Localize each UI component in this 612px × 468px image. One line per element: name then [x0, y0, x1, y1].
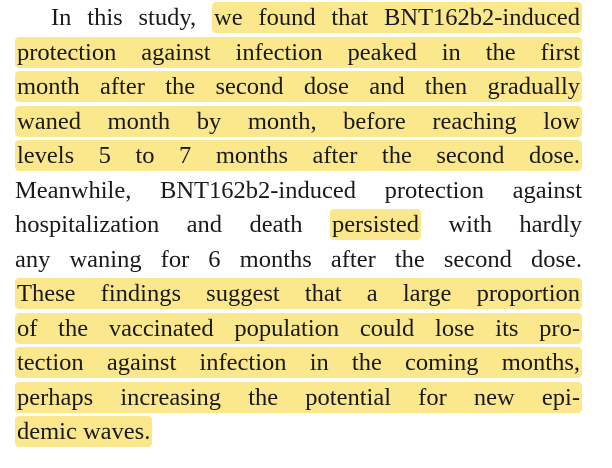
text-line: levels 5 to 7 months after the second do…: [15, 139, 582, 174]
text-line: tection against infection in the coming …: [15, 346, 582, 381]
text: hospitalization and death: [15, 211, 303, 238]
text-line: demic waves.: [15, 415, 582, 450]
text: any waning for 6 months after the second…: [15, 245, 582, 273]
highlighted-text: perhaps increasing the potential for new…: [15, 381, 582, 413]
highlighted-text: month after the second dose and then gra…: [15, 71, 582, 102]
text-line: month after the second dose and then gra…: [15, 70, 582, 105]
text-line: hospitalization and death persisted with…: [15, 208, 582, 243]
text: with hardly: [448, 211, 583, 238]
highlighted-text: tection against infection in the coming …: [15, 347, 582, 378]
text-line: These findings suggest that a large prop…: [15, 277, 582, 312]
highlighted-text: These findings suggest that a large prop…: [15, 278, 582, 309]
highlighted-text: persisted: [329, 209, 422, 240]
text-line: perhaps increasing the potential for new…: [15, 381, 582, 416]
highlighted-text: levels 5 to 7 months after the second do…: [15, 140, 582, 171]
highlighted-text: we found that BNT162b2-induced: [212, 2, 582, 33]
text-line: waned month by month, before reaching lo…: [15, 105, 582, 140]
text-line: In this study, we found that BNT162b2-in…: [15, 1, 582, 36]
text-line: Meanwhile, BNT162b2-induced protection a…: [15, 174, 582, 209]
text: In this study,: [51, 4, 197, 31]
text-line: protection against infection peaked in t…: [15, 36, 582, 71]
highlighted-text: demic waves.: [15, 416, 153, 447]
highlighted-text: of the vaccinated population could lose …: [15, 312, 582, 344]
highlighted-text: protection against infection peaked in t…: [15, 36, 582, 68]
text: Meanwhile, BNT162b2-induced protection a…: [15, 176, 582, 204]
highlighted-text: waned month by month, before reaching lo…: [15, 105, 582, 137]
text-line: any waning for 6 months after the second…: [15, 243, 582, 278]
text-line: of the vaccinated population could lose …: [15, 312, 582, 347]
